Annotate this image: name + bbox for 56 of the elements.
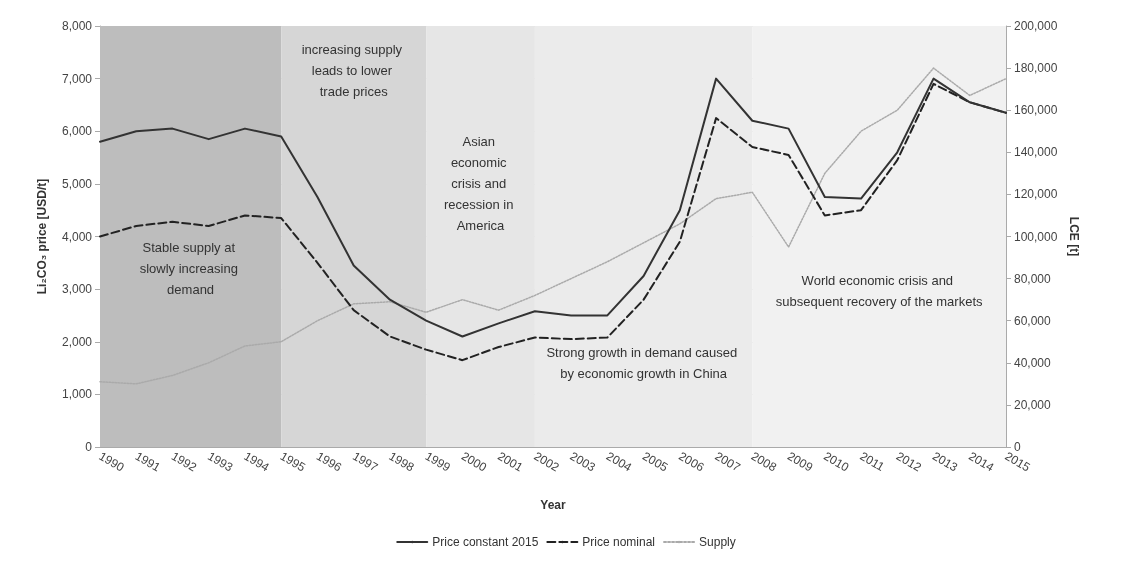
y2-tick-label: 20,000 bbox=[1014, 397, 1052, 412]
y2-tick-label: 40,000 bbox=[1014, 355, 1052, 370]
y-axis-title: Li₂CO₃ price [USD/t] bbox=[35, 178, 49, 295]
x-tick-label: 1992 bbox=[168, 448, 200, 475]
x-tick-label: 2003 bbox=[567, 448, 598, 475]
x-tick-label: 1997 bbox=[350, 448, 381, 475]
y-tick-label: 3,000 bbox=[61, 282, 93, 297]
y-tick-label: 8,000 bbox=[61, 19, 93, 33]
x-tick-label: 2002 bbox=[531, 448, 562, 475]
y-tick-label: 5,000 bbox=[61, 176, 93, 191]
y2-tick-label: 0 bbox=[1014, 440, 1021, 454]
y-tick-label: 6,000 bbox=[61, 124, 93, 139]
x-tick-label: 2000 bbox=[458, 448, 490, 475]
band-label: Stable supply at slowly increasing demand bbox=[139, 239, 242, 297]
x-tick-label: 2010 bbox=[821, 448, 852, 475]
x-tick-label: 2009 bbox=[785, 448, 816, 475]
x-tick-label: 1995 bbox=[277, 448, 309, 475]
legend-label: Supply bbox=[699, 535, 736, 549]
x-tick-label: 1999 bbox=[422, 448, 454, 475]
band-label: World economic crisis and subsequent recovery of the markets bbox=[775, 273, 983, 310]
x-tick-label: 2006 bbox=[676, 448, 707, 475]
y2-tick-label: 140,000 bbox=[1014, 145, 1058, 160]
x-tick-label: 1990 bbox=[96, 448, 127, 475]
x-tick-label: 1991 bbox=[132, 448, 164, 475]
y2-tick-label: 80,000 bbox=[1014, 271, 1052, 286]
legend-label: Price constant 2015 bbox=[432, 535, 539, 549]
x-tick-label: 1996 bbox=[313, 448, 345, 475]
x-tick-label: 2001 bbox=[495, 448, 526, 475]
x-tick-label: 1994 bbox=[241, 448, 272, 475]
x-tick-label: 2004 bbox=[603, 448, 635, 475]
x-tick-label: 1998 bbox=[386, 448, 417, 475]
y-tick-label: 0 bbox=[85, 440, 93, 454]
band-label: Strong growth in demand caused by economic growth in China bbox=[546, 344, 741, 381]
y-tick-label: 1,000 bbox=[61, 387, 93, 402]
y2-axis-title: LCE [t] bbox=[1067, 216, 1082, 257]
y-tick-label: 4,000 bbox=[61, 229, 93, 244]
y-tick-label: 2,000 bbox=[61, 334, 93, 349]
legend-label: Price nominal bbox=[582, 535, 656, 549]
band-label: increasing supply leads to lower trade prices bbox=[301, 41, 406, 99]
x-axis-title: Year bbox=[540, 498, 567, 512]
band-label: Asian economic crisis and recession in America bbox=[444, 134, 518, 234]
y2-tick-label: 160,000 bbox=[1014, 103, 1058, 118]
y2-tick-label: 120,000 bbox=[1014, 187, 1058, 202]
y2-tick-label: 180,000 bbox=[1014, 61, 1058, 76]
x-tick-label: 2011 bbox=[857, 448, 888, 475]
y-tick-label: 7,000 bbox=[61, 71, 93, 86]
x-tick-label: 2014 bbox=[966, 448, 997, 475]
y2-tick-label: 200,000 bbox=[1014, 19, 1058, 33]
x-tick-label: 1993 bbox=[205, 448, 236, 475]
y2-tick-label: 100,000 bbox=[1014, 229, 1058, 244]
x-tick-label: 2005 bbox=[640, 448, 671, 475]
y2-tick-label: 60,000 bbox=[1014, 313, 1052, 328]
x-tick-label: 2007 bbox=[712, 448, 743, 475]
x-tick-label: 2008 bbox=[748, 448, 780, 475]
x-tick-label: 2013 bbox=[930, 448, 961, 475]
x-tick-label: 2012 bbox=[893, 448, 925, 475]
